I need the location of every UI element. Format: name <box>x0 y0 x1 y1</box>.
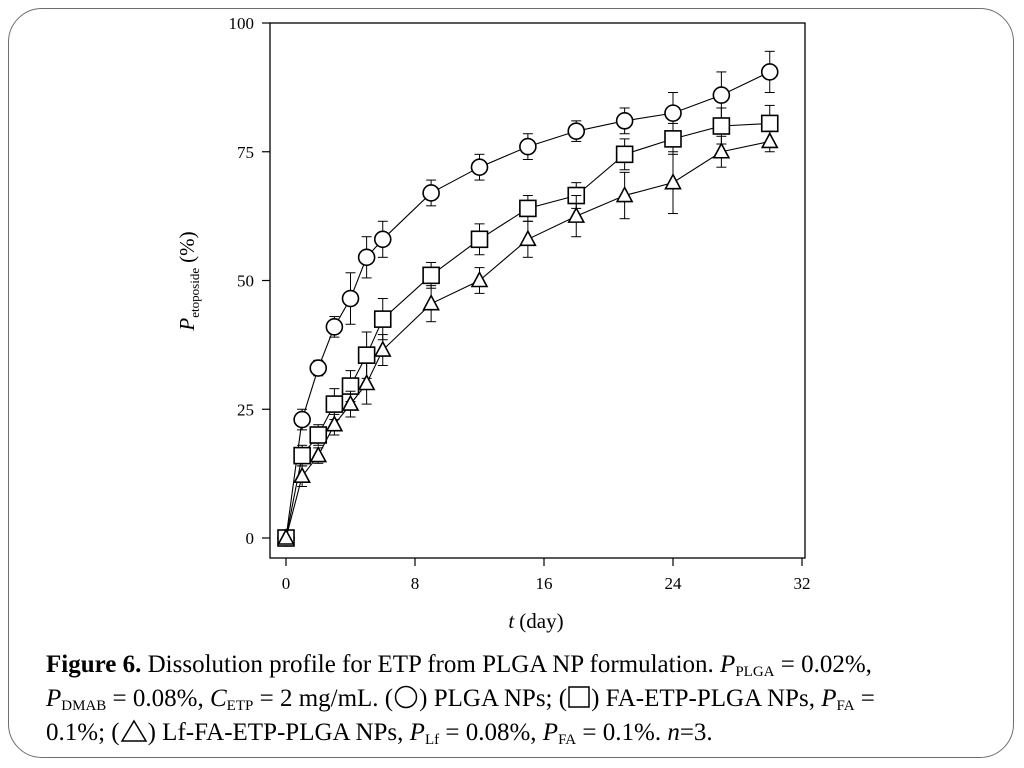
data-point-square <box>664 130 682 148</box>
fa2-sub: FA <box>558 732 577 748</box>
data-point-square <box>470 230 489 249</box>
data-point-square <box>357 346 376 364</box>
data-point-circle <box>519 137 537 156</box>
x-tick-label: 24 <box>665 574 683 593</box>
square-legend-icon <box>568 686 590 708</box>
triangle-legend-icon <box>120 719 147 742</box>
y-tick-label: 0 <box>246 529 255 548</box>
data-point-circle <box>325 318 344 336</box>
plga-sub: PLGA <box>735 664 775 680</box>
p-plga-var: P <box>720 651 736 678</box>
data-point-square <box>309 426 328 444</box>
data-point-circle <box>712 86 731 104</box>
p-dmab-var: P <box>46 685 62 712</box>
x-tick-label: 0 <box>282 574 291 593</box>
etp-sub: ETP <box>226 698 254 714</box>
chart-axes: 0 8 16 24 32 0 25 50 75 100 <box>229 14 811 593</box>
slide-frame <box>8 8 1014 758</box>
data-point-square <box>422 266 440 285</box>
data-point-triangle <box>325 415 344 432</box>
n-value: =3. <box>679 719 713 746</box>
p-lf-var: P <box>409 719 425 746</box>
y-axis-label: Petoposide(%) <box>175 231 202 331</box>
x-axis-label: t (day) <box>508 609 563 633</box>
data-point-square <box>760 114 779 133</box>
data-point-triangle <box>664 172 682 190</box>
data-point-circle <box>341 289 360 308</box>
y-tick-label: 75 <box>237 143 254 162</box>
chart-axis-labels: t (day) Petoposide(%) <box>175 231 564 633</box>
data-point-circle <box>373 230 392 249</box>
data-point-circle <box>309 359 328 377</box>
y-tick-label: 100 <box>229 14 255 33</box>
x-tick-label: 8 <box>411 574 420 593</box>
y-tick-label: 50 <box>237 272 254 291</box>
data-point-triangle <box>277 528 295 545</box>
data-point-triangle <box>293 466 311 484</box>
figure-label: Figure 6. <box>46 651 142 678</box>
dissolution-chart: 0 8 16 24 32 0 25 50 75 100 t (day) Petoposide(%) <box>175 14 811 633</box>
data-point-circle <box>470 158 489 176</box>
series-circle <box>277 50 779 547</box>
data-point-circle <box>760 63 779 81</box>
data-point-triangle <box>519 229 537 247</box>
data-point-circle <box>357 248 376 267</box>
dmab-value: = 0.08%, <box>106 685 210 712</box>
x-tick-label: 32 <box>794 574 811 593</box>
fa-value: = <box>854 685 875 712</box>
fa-sub: FA <box>836 698 855 714</box>
data-point-square <box>293 446 311 465</box>
data-point-triangle <box>341 394 360 411</box>
fa2-value: = 0.1%. <box>576 719 668 746</box>
fa-value-cont: 0.1%; ( <box>46 719 120 746</box>
series-line <box>285 122 770 539</box>
data-point-triangle <box>309 445 328 463</box>
data-point-square <box>519 199 537 218</box>
data-point-square <box>373 310 392 328</box>
data-point-square <box>325 395 344 413</box>
circle-legend-icon <box>394 685 418 709</box>
data-point-triangle <box>470 270 489 288</box>
series-square <box>277 104 779 547</box>
data-point-triangle <box>615 185 634 203</box>
plot-frame <box>269 22 806 559</box>
n-var: n <box>667 719 680 746</box>
data-point-square <box>615 145 634 164</box>
data-point-triangle <box>712 142 731 159</box>
data-point-triangle <box>567 206 586 223</box>
data-point-square <box>712 117 731 135</box>
y-tick-label: 25 <box>237 400 254 419</box>
data-point-triangle <box>760 131 779 149</box>
legend-fa-label: ) FA-ETP-PLGA NPs, <box>591 685 822 712</box>
lf-sub: Lf <box>424 732 440 748</box>
data-point-triangle <box>422 293 440 311</box>
plga-value: = 0.02%, <box>774 651 872 678</box>
data-point-circle <box>664 104 682 122</box>
data-point-circle <box>615 112 634 130</box>
lf-value: = 0.08%, <box>439 719 543 746</box>
data-point-triangle <box>357 373 376 391</box>
x-tick-label: 16 <box>536 574 553 593</box>
caption-text-intro: Dissolution profile for ETP from PLGA NP… <box>141 651 721 678</box>
dmab-sub: DMAB <box>61 698 107 714</box>
p-fa-var: P <box>821 685 837 712</box>
data-point-circle <box>293 410 311 429</box>
data-point-circle <box>567 122 586 140</box>
etp-value: = 2 mg/mL. ( <box>253 685 394 712</box>
data-point-circle <box>422 184 440 202</box>
data-point-triangle <box>373 340 392 357</box>
legend-lf-label: ) Lf-FA-ETP-PLGA NPs, <box>147 719 410 746</box>
figure-caption: Figure 6. Dissolution profile for ETP fr… <box>46 648 996 750</box>
c-etp-var: C <box>209 685 227 712</box>
legend-plga-label: ) PLGA NPs; ( <box>419 685 568 712</box>
p-fa2-var: P <box>542 719 559 746</box>
series-triangle <box>277 130 779 545</box>
chart-series <box>277 50 779 547</box>
